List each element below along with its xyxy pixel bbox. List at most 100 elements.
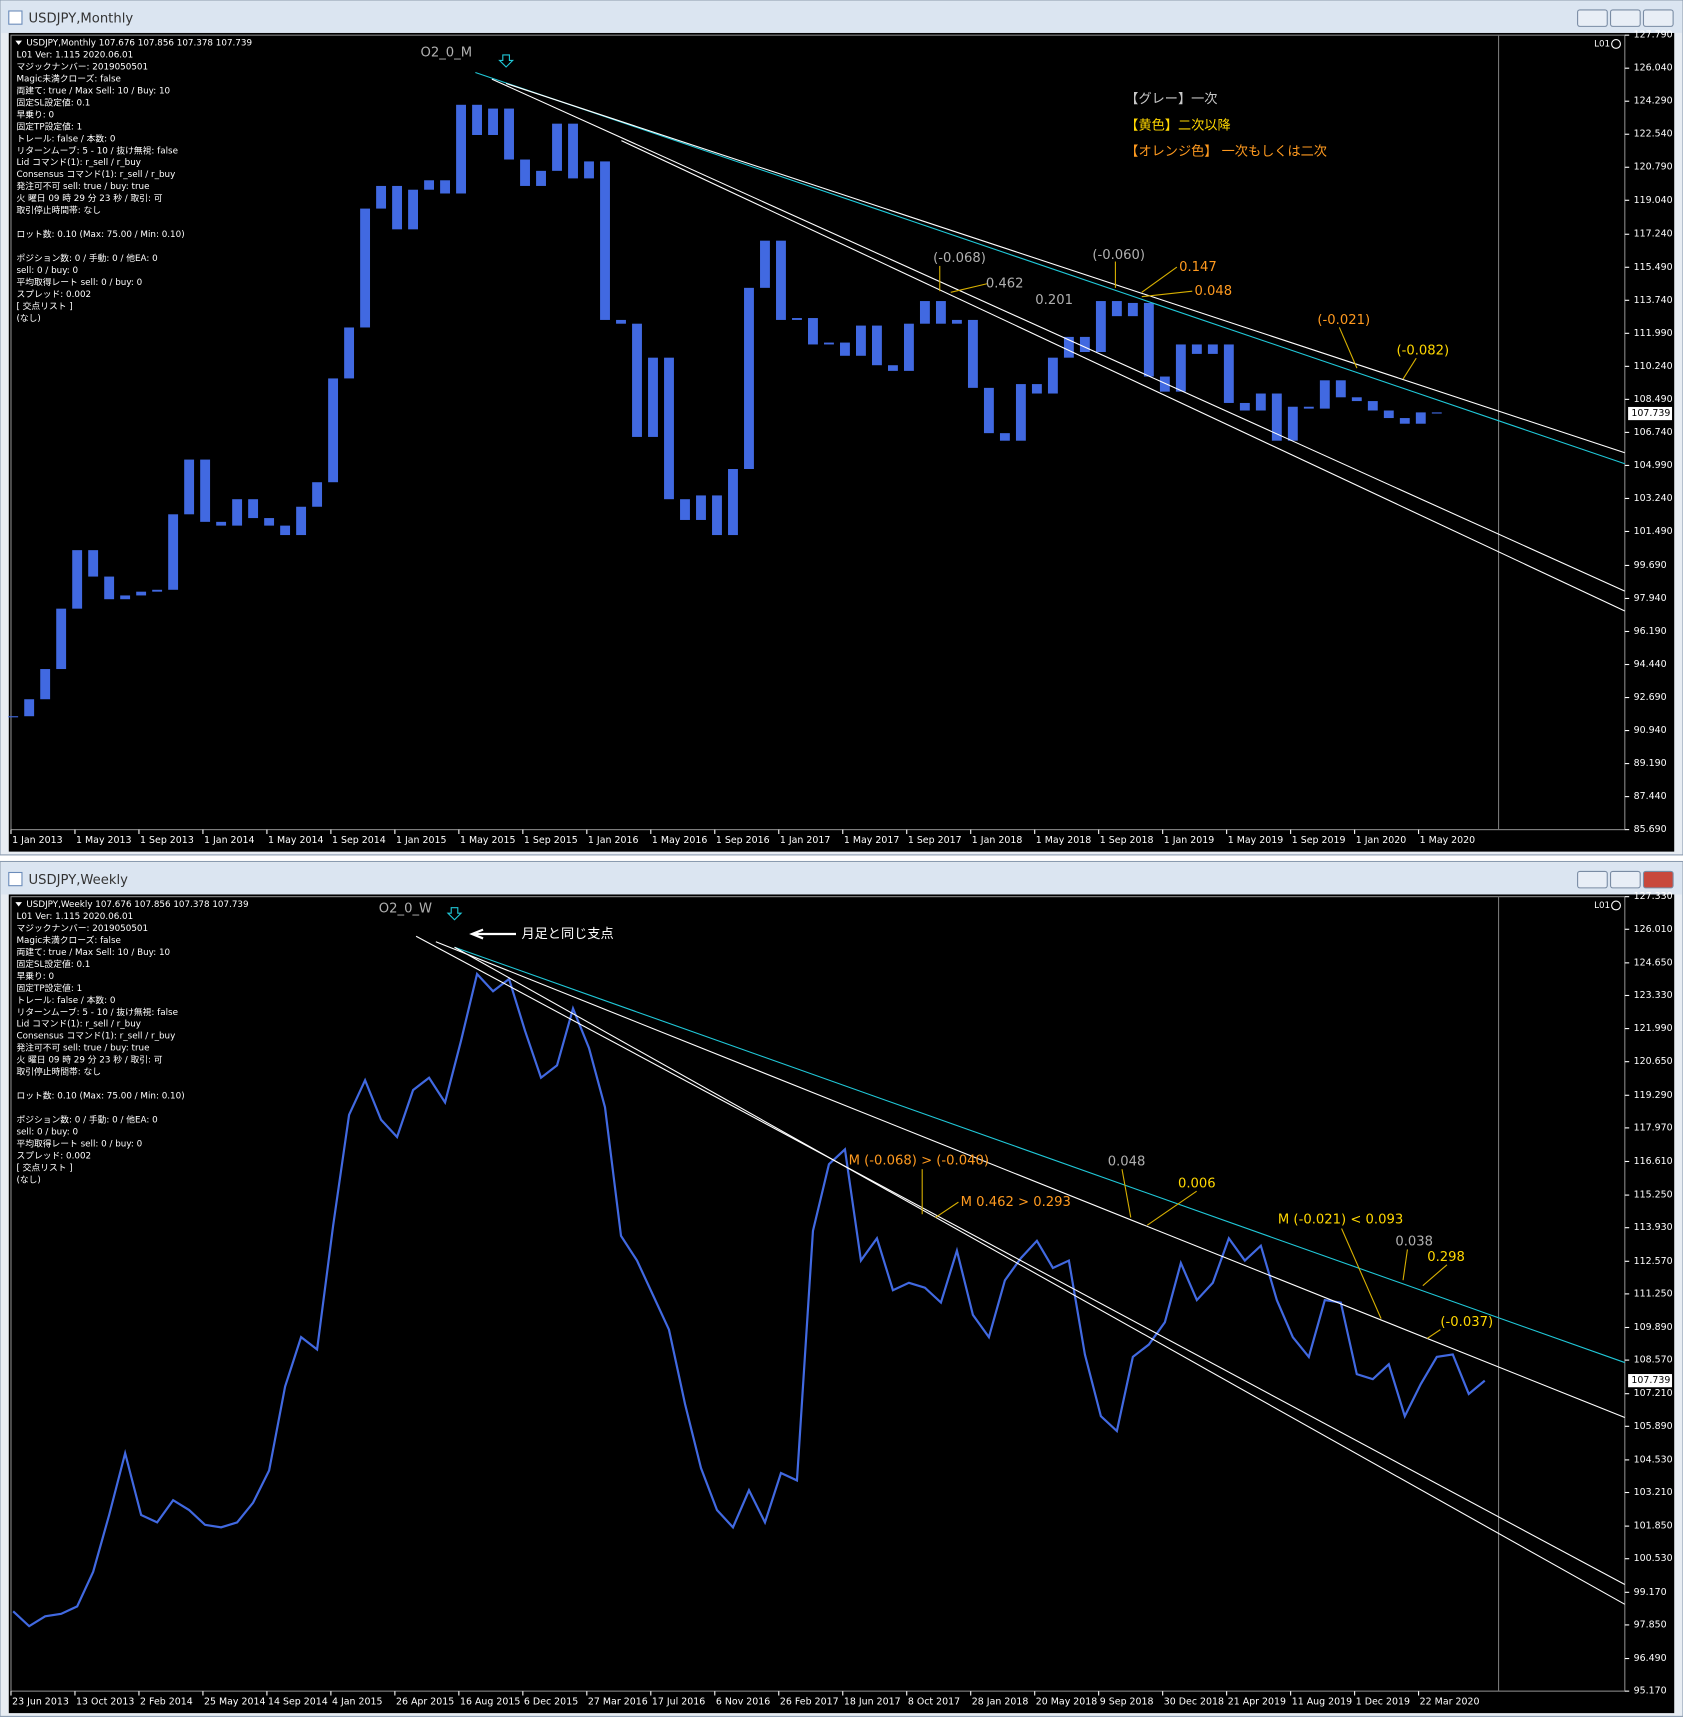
candle-body <box>1271 393 1282 441</box>
candle-body <box>24 699 35 717</box>
y-tick-label: 104.530 <box>1634 1454 1673 1465</box>
x-tick-label: 18 Jun 2017 <box>844 1697 901 1708</box>
annotation: 【黄色】二次以降 <box>1125 117 1230 133</box>
annotation: 0.048 <box>1194 284 1232 299</box>
candle-body <box>1031 384 1042 394</box>
x-tick-label: 1 Jan 2014 <box>204 835 255 846</box>
candle-body <box>392 185 403 230</box>
annotation: M (-0.068) > (-0.040) <box>849 1153 989 1168</box>
y-tick-label: 89.190 <box>1634 758 1667 769</box>
callout: 月足と同じ支点 <box>521 926 613 942</box>
y-tick-label: 99.690 <box>1634 560 1667 571</box>
info-line: 火 曜日 09 時 29 分 23 秒 / 取引: 可 <box>16 192 162 204</box>
annotation: 0.298 <box>1427 1250 1465 1265</box>
candle-body <box>1431 412 1442 414</box>
candle-body <box>1191 344 1202 354</box>
candle-body <box>1047 357 1058 394</box>
info-line: 平均取得レート sell: 0 / buy: 0 <box>16 1138 142 1150</box>
candle-body <box>1351 397 1362 402</box>
y-tick-label: 121.990 <box>1634 1023 1673 1034</box>
trend-line <box>454 946 1626 1605</box>
window-button[interactable] <box>1642 870 1674 889</box>
candle-body <box>696 495 706 520</box>
annotation: 【グレー】一次 <box>1125 91 1217 107</box>
candle-body <box>488 108 498 135</box>
x-tick-label: 1 May 2016 <box>652 835 708 846</box>
candle-body <box>56 608 67 670</box>
x-tick-label: 26 Feb 2017 <box>780 1697 839 1708</box>
y-tick-label: 119.040 <box>1634 195 1673 206</box>
window-button[interactable] <box>1642 9 1674 27</box>
y-tick-label: 124.650 <box>1634 957 1673 968</box>
annotation: O2_0_W <box>379 902 432 917</box>
chart-area <box>8 32 1675 852</box>
candle-body <box>136 591 147 596</box>
candle-body <box>504 108 514 160</box>
candle-body <box>951 319 962 324</box>
candle-body <box>1079 336 1090 353</box>
x-tick-label: 1 Sep 2013 <box>140 835 194 846</box>
y-tick-label: 113.740 <box>1634 295 1673 306</box>
annotation: (-0.037) <box>1440 1315 1493 1330</box>
window-button[interactable] <box>1609 870 1641 889</box>
price-series <box>12 971 1486 1628</box>
candle-body <box>216 521 227 526</box>
info-line: Consensus コマンド(1): r_sell / r_buy <box>16 1032 175 1042</box>
window-button[interactable] <box>1609 9 1641 27</box>
candle-body <box>1015 384 1026 441</box>
annotation: 0.006 <box>1178 1176 1216 1191</box>
candle-body <box>1287 406 1298 441</box>
annotation: (-0.060) <box>1092 248 1145 263</box>
window-button[interactable] <box>1577 870 1608 889</box>
leader-line <box>1426 1329 1441 1339</box>
candle-body <box>440 180 450 194</box>
candle-body <box>983 387 994 434</box>
window-icon <box>8 10 23 25</box>
y-tick-label: 111.990 <box>1634 328 1673 339</box>
candle-body <box>648 357 658 437</box>
y-tick-label: 113.930 <box>1634 1222 1673 1233</box>
y-tick-label: 119.290 <box>1634 1090 1673 1101</box>
annotation: 0.462 <box>986 277 1024 292</box>
y-tick-label: 96.190 <box>1634 626 1667 637</box>
x-tick-label: 1 Jan 2018 <box>972 835 1023 846</box>
candle-body <box>408 189 419 230</box>
info-line: ポジション数: 0 / 手動: 0 / 他EA: 0 <box>16 252 157 264</box>
candle-body <box>871 325 882 366</box>
header: USDJPY,Monthly 107.676 107.856 107.378 1… <box>26 38 252 48</box>
candle-body <box>664 357 674 500</box>
candle-body <box>632 323 642 437</box>
window-button[interactable] <box>1577 9 1608 27</box>
indicator-label: L01 <box>1594 901 1610 911</box>
y-tick-label: 87.440 <box>1634 791 1667 802</box>
info-line: 火 曜日 09 時 29 分 23 秒 / 取引: 可 <box>16 1054 162 1066</box>
title-bar <box>1 1 1682 33</box>
price-line <box>12 971 1486 1628</box>
candle-body <box>312 482 323 507</box>
x-tick-label: 1 May 2020 <box>1420 835 1476 846</box>
candle-body <box>1255 393 1266 411</box>
candle-body <box>152 589 163 592</box>
price-series <box>8 104 1442 718</box>
info-line: [ 交点リスト ] <box>16 1162 72 1173</box>
x-tick-label: 1 Jan 2013 <box>12 835 63 846</box>
x-tick-label: 1 Jan 2015 <box>396 835 447 846</box>
x-tick-label: 17 Jul 2016 <box>652 1697 705 1708</box>
info-line: sell: 0 / buy: 0 <box>16 1128 78 1138</box>
y-tick-label: 127.790 <box>1634 30 1673 41</box>
candle-body <box>1383 410 1394 419</box>
title-bar <box>1 862 1682 895</box>
chart-area <box>8 894 1675 1714</box>
annotation: M 0.462 > 0.293 <box>961 1195 1071 1210</box>
candle-body <box>792 318 802 320</box>
y-tick-label: 97.850 <box>1634 1619 1667 1630</box>
candle-body <box>616 319 626 324</box>
y-tick-label: 106.740 <box>1634 427 1673 438</box>
trend-line <box>621 140 1626 612</box>
x-tick-label: 1 Sep 2017 <box>908 835 962 846</box>
y-tick-label: 92.690 <box>1634 692 1667 703</box>
candle-body <box>1303 406 1314 409</box>
annotation: O2_0_M <box>420 46 472 61</box>
candle-body <box>1319 380 1330 409</box>
